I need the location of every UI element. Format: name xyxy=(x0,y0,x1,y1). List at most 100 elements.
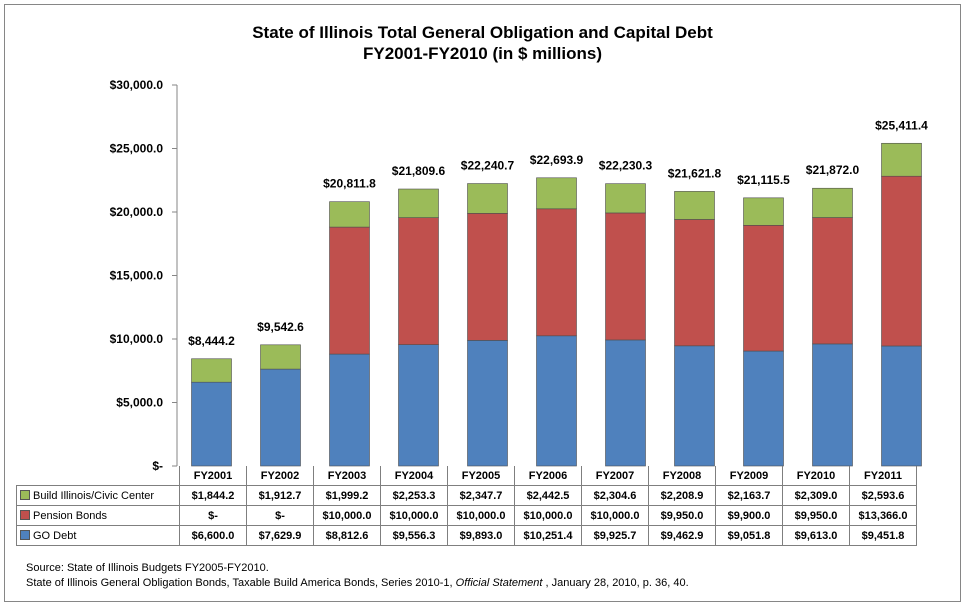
data-table-container: FY2001 FY2002 FY2003 FY2004 FY2005 FY2006 FY20… xyxy=(16,466,917,546)
legend-swatch xyxy=(20,529,30,540)
y-tick-label: $5,000.0 xyxy=(116,396,163,410)
bar-segment xyxy=(812,187,853,218)
bar-segment xyxy=(398,344,439,467)
bar-segment xyxy=(536,208,577,337)
table-cell-value: $9,051.8 xyxy=(715,525,783,546)
table-header-row: FY2001 FY2002 FY2003 FY2004 FY2005 FY2006 FY20… xyxy=(17,466,917,486)
table-cell-value: $9,462.9 xyxy=(648,525,716,546)
table-corner xyxy=(17,466,180,486)
table-cell-value: $9,950.0 xyxy=(782,505,850,526)
bar-segment xyxy=(329,353,370,467)
y-tick-label: $- xyxy=(152,459,163,473)
table-cell-value: $- xyxy=(179,505,247,526)
data-table: FY2001 FY2002 FY2003 FY2004 FY2005 FY2006 FY20… xyxy=(16,466,917,546)
table-row: GO Debt $6,600.0 $7,629.9 $8,812.6 $9,556.3 $… xyxy=(16,525,917,546)
category-label: FY2009 xyxy=(715,466,783,486)
bar-segment xyxy=(191,381,232,467)
table-cell-value: $2,304.6 xyxy=(581,485,649,506)
table-cell-value: $9,925.7 xyxy=(581,525,649,546)
bar-segment xyxy=(605,183,646,214)
y-tick-label: $25,000.0 xyxy=(110,142,164,156)
total-data-label: $25,411.4 xyxy=(875,118,928,132)
bar-segment xyxy=(743,350,784,467)
bar-segment xyxy=(398,217,439,345)
bar-segment xyxy=(467,213,508,341)
series-legend-cell: GO Debt xyxy=(16,525,180,546)
y-tick-label: $10,000.0 xyxy=(110,332,164,346)
table-cell-value: $6,600.0 xyxy=(179,525,247,546)
series-name: Pension Bonds xyxy=(33,509,107,522)
category-label: FY2002 xyxy=(246,466,314,486)
bar-segment xyxy=(329,201,370,228)
table-row: Build Illinois/Civic Center $1,844.2 $1,91… xyxy=(16,485,917,506)
source-line-2-end: , January 28, 2010, p. 36, 40. xyxy=(542,577,689,589)
table-cell-value: $10,000.0 xyxy=(581,505,649,526)
table-cell-value: $2,347.7 xyxy=(447,485,515,506)
series-legend-cell: Pension Bonds xyxy=(16,505,180,526)
bar-segment xyxy=(743,197,784,226)
table-cell-value: $- xyxy=(246,505,314,526)
table-cell-value: $2,593.6 xyxy=(849,485,917,506)
table-cell-value: $2,309.0 xyxy=(782,485,850,506)
y-tick-label: $30,000.0 xyxy=(110,78,164,92)
bar-segment xyxy=(605,212,646,341)
table-cell-value: $2,253.3 xyxy=(380,485,448,506)
table-cell-value: $9,900.0 xyxy=(715,505,783,526)
title-line-2: FY2001-FY2010 (in $ millions) xyxy=(362,44,603,63)
total-data-label: $22,693.9 xyxy=(530,153,584,167)
bar-segment xyxy=(881,345,922,467)
legend-swatch xyxy=(20,489,30,500)
bar-segment xyxy=(260,368,301,467)
bar-segment xyxy=(743,225,784,352)
table-cell-value: $9,556.3 xyxy=(380,525,448,546)
total-data-label: $21,809.6 xyxy=(392,164,446,178)
source-line-1: Source: State of Illinois Budgets FY2005… xyxy=(26,562,269,574)
category-label: FY2001 xyxy=(179,466,247,486)
category-label: FY2003 xyxy=(313,466,381,486)
table-cell-value: $10,000.0 xyxy=(313,505,381,526)
table-cell-value: $1,912.7 xyxy=(246,485,314,506)
category-label: FY2004 xyxy=(380,466,448,486)
total-data-label: $20,811.8 xyxy=(323,177,376,191)
table-cell-value: $9,613.0 xyxy=(782,525,850,546)
category-label: FY2005 xyxy=(447,466,515,486)
series-legend-cell: Build Illinois/Civic Center xyxy=(16,485,180,506)
category-label: FY2011 xyxy=(849,466,917,486)
source-line-2-italic: Official Statement xyxy=(455,577,543,589)
table-cell-value: $10,251.4 xyxy=(514,525,582,546)
table-row: Pension Bonds $- $- $10,000.0 $10,000.0 $10,0… xyxy=(16,505,917,526)
chart-title: State of Illinois Total General Obligati… xyxy=(5,22,960,64)
bar-segment xyxy=(881,175,922,347)
total-data-label: $9,542.6 xyxy=(257,320,304,334)
y-tick-label: $20,000.0 xyxy=(110,205,164,219)
source-note: Source: State of Illinois Budgets FY2005… xyxy=(26,561,689,591)
series-name: GO Debt xyxy=(33,529,77,542)
table-cell-value: $2,163.7 xyxy=(715,485,783,506)
table-cell-value: $1,844.2 xyxy=(179,485,247,506)
table-cell-value: $2,208.9 xyxy=(648,485,716,506)
category-label: FY2010 xyxy=(782,466,850,486)
table-cell-value: $8,812.6 xyxy=(313,525,381,546)
bar-segment xyxy=(605,339,646,467)
table-cell-value: $9,893.0 xyxy=(447,525,515,546)
table-cell-value: $2,442.5 xyxy=(514,485,582,506)
category-label: FY2007 xyxy=(581,466,649,486)
table-cell-value: $9,451.8 xyxy=(849,525,917,546)
bar-segment xyxy=(467,340,508,467)
total-data-label: $21,621.8 xyxy=(668,166,722,180)
table-cell-value: $1,999.2 xyxy=(313,485,381,506)
total-data-label: $21,872.0 xyxy=(806,163,860,177)
bar-segment xyxy=(191,358,232,383)
bar-segment xyxy=(812,343,853,467)
bar-segment xyxy=(812,217,853,345)
table-cell-value: $7,629.9 xyxy=(246,525,314,546)
total-data-label: $8,444.2 xyxy=(188,334,235,348)
total-data-label: $22,230.3 xyxy=(599,159,653,173)
bar-segment xyxy=(674,191,715,220)
legend-swatch xyxy=(20,509,30,520)
bar-segment xyxy=(881,142,922,177)
title-line-1: State of Illinois Total General Obligati… xyxy=(252,23,713,42)
bar-segment xyxy=(674,345,715,467)
source-line-2-text: State of Illinois General Obligation Bon… xyxy=(26,577,456,589)
